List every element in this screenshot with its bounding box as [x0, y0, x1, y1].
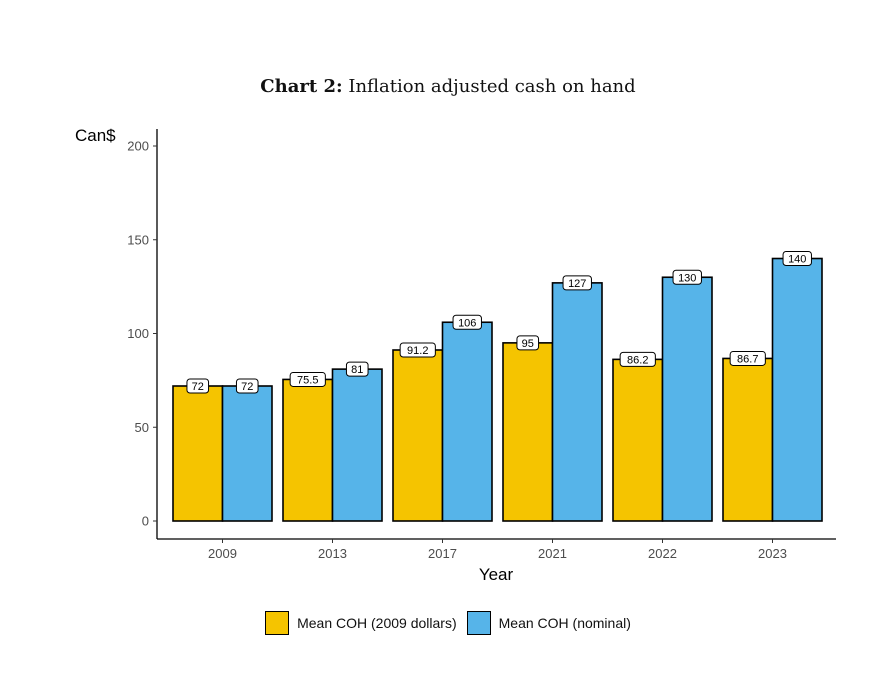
x-tick-label: 2017 [428, 546, 457, 561]
data-label-box [516, 335, 540, 351]
data-label-box [399, 342, 436, 358]
bar-real-2023 [722, 357, 774, 522]
data-label-nominal-2021: 127 [562, 275, 592, 291]
data-label-nominal-2013: 81 [345, 361, 369, 377]
x-axis-label: Year [479, 565, 514, 584]
data-label-box [186, 378, 210, 394]
x-tick-label: 2022 [648, 546, 677, 561]
bars [172, 257, 823, 522]
data-label-nominal-2017: 106 [452, 314, 482, 330]
data-label-text: 127 [568, 278, 586, 290]
bar-nominal-2022 [661, 276, 713, 522]
y-axis-label: Can$ [75, 126, 116, 145]
data-label-text: 140 [788, 254, 806, 266]
bar-real-2013 [282, 378, 334, 522]
data-label-box [235, 378, 259, 394]
data-label-box [289, 371, 326, 387]
data-label-text: 86.7 [737, 353, 758, 365]
data-label-box [619, 351, 656, 367]
bar-real-2017 [392, 349, 444, 522]
legend-label-nominal: Mean COH (nominal) [498, 615, 631, 631]
x-tick-label: 2023 [758, 546, 787, 561]
data-label-text: 106 [458, 317, 476, 329]
data-label-nominal-2022: 130 [672, 269, 702, 285]
data-label-text: 72 [192, 381, 204, 393]
y-tick-label: 200 [127, 139, 149, 154]
data-label-real-2013: 75.5 [289, 371, 326, 387]
data-label-box [729, 350, 766, 366]
legend-item-real: Mean COH (2009 dollars) [265, 611, 457, 635]
bar-nominal-2021 [551, 282, 603, 522]
data-label-nominal-2009: 72 [235, 378, 259, 394]
data-label-box [782, 251, 812, 266]
bar-real-2021 [502, 342, 554, 522]
legend: Mean COH (2009 dollars) Mean COH (nomina… [0, 611, 896, 635]
data-label-text: 75.5 [297, 374, 318, 386]
data-label-real-2009: 72 [186, 378, 210, 394]
chart-title: Chart 2: Inflation adjusted cash on hand [0, 76, 896, 97]
data-label-real-2023: 86.7 [729, 350, 766, 366]
y-tick-label: 100 [127, 326, 149, 341]
chart-title-prefix: Chart 2: [260, 76, 343, 97]
y-tick-label: 0 [142, 514, 149, 529]
data-label-text: 81 [351, 364, 363, 376]
x-tick-label: 2009 [208, 546, 237, 561]
data-label-real-2021: 95 [516, 335, 540, 351]
x-tick-label: 2021 [538, 546, 567, 561]
bar-real-2009 [172, 385, 224, 522]
data-label-text: 95 [522, 338, 534, 350]
legend-swatch-real [265, 611, 290, 635]
bar-nominal-2013 [331, 368, 383, 522]
data-label-box [672, 269, 702, 285]
data-label-box [562, 275, 592, 291]
data-label-box [452, 314, 482, 330]
bar-real-2022 [612, 358, 664, 522]
bar-nominal-2023 [771, 257, 823, 522]
legend-label-real: Mean COH (2009 dollars) [297, 615, 457, 631]
y-tick-label: 150 [127, 232, 149, 247]
data-label-real-2022: 86.2 [619, 351, 656, 367]
legend-swatch-nominal [466, 611, 491, 635]
data-label-text: 86.2 [627, 354, 648, 366]
chart-title-text: Inflation adjusted cash on hand [348, 76, 636, 97]
data-label-box [345, 361, 369, 377]
data-label-nominal-2023: 140 [782, 251, 812, 266]
x-tick-label: 2013 [318, 546, 347, 561]
data-label-text: 91.2 [407, 345, 428, 357]
data-labels: 72 72 75.5 81 91.2 106 95 127 86.2 130 86.7 140 [186, 251, 812, 394]
axes: 0 50 100 150 200 2009 2013 2017 2021 2022 2023 [127, 129, 836, 561]
data-label-real-2017: 91.2 [399, 342, 436, 358]
bar-nominal-2009 [221, 385, 273, 522]
y-tick-label: 50 [135, 420, 149, 435]
bar-nominal-2017 [441, 321, 493, 522]
legend-item-nominal: Mean COH (nominal) [466, 611, 631, 635]
data-label-text: 72 [241, 381, 253, 393]
data-label-text: 130 [678, 272, 696, 284]
